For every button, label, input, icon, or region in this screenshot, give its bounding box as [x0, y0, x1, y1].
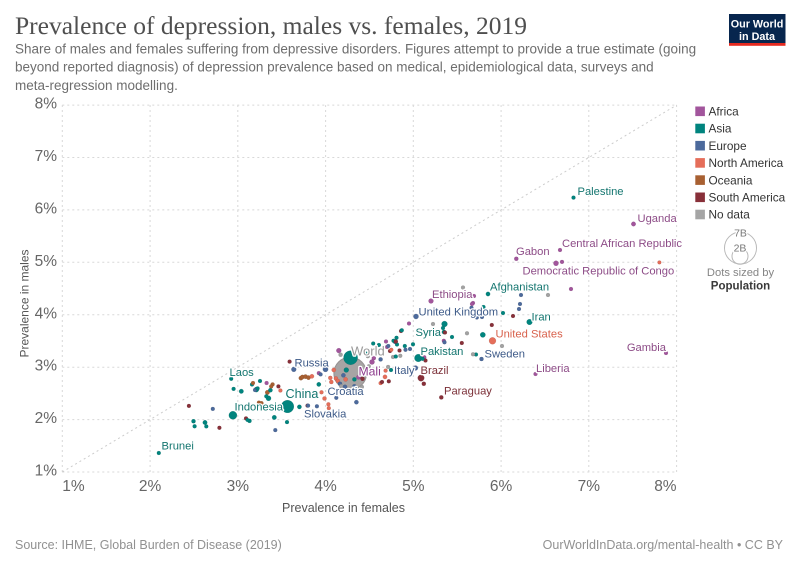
svg-text:Uganda: Uganda	[638, 213, 678, 225]
svg-text:Russia: Russia	[295, 358, 330, 370]
svg-text:Pakistan: Pakistan	[421, 346, 464, 358]
svg-text:Population: Population	[711, 281, 770, 293]
svg-text:Slovakia: Slovakia	[304, 409, 347, 421]
svg-text:China: China	[286, 387, 319, 401]
svg-text:2%: 2%	[139, 478, 162, 495]
svg-text:2%: 2%	[35, 410, 58, 427]
svg-text:Palestine: Palestine	[578, 186, 624, 198]
svg-text:Europe: Europe	[709, 139, 747, 153]
svg-text:United States: United States	[496, 329, 564, 341]
svg-text:Liberia: Liberia	[536, 363, 570, 375]
svg-text:Iran: Iran	[532, 312, 551, 324]
svg-text:Croatia: Croatia	[328, 386, 365, 398]
svg-text:North America: North America	[709, 156, 784, 170]
svg-text:Brazil: Brazil	[421, 365, 449, 377]
svg-text:Prevalence in females: Prevalence in females	[282, 501, 405, 515]
svg-text:2B: 2B	[734, 243, 747, 255]
svg-text:3%: 3%	[227, 478, 250, 495]
svg-text:Central African Republic: Central African Republic	[562, 238, 682, 250]
svg-text:in Data: in Data	[739, 31, 776, 43]
svg-text:6%: 6%	[35, 200, 58, 217]
svg-text:Gambia: Gambia	[627, 342, 667, 354]
svg-text:6%: 6%	[490, 478, 513, 495]
svg-text:beyond reported diagnosis) of: beyond reported diagnosis) of depression…	[15, 60, 654, 75]
svg-text:3%: 3%	[35, 358, 58, 375]
svg-text:Dots sized by: Dots sized by	[707, 267, 775, 279]
svg-text:United Kingdom: United Kingdom	[419, 307, 499, 319]
svg-text:Syria: Syria	[416, 327, 442, 339]
svg-text:Asia: Asia	[709, 122, 732, 136]
svg-text:8%: 8%	[654, 478, 677, 495]
svg-text:OurWorldInData.org/mental-heal: OurWorldInData.org/mental-health • CC BY	[543, 538, 784, 552]
svg-text:4%: 4%	[314, 478, 337, 495]
svg-text:Sweden: Sweden	[485, 349, 525, 361]
svg-text:Africa: Africa	[709, 105, 740, 119]
svg-text:Prevalence in males: Prevalence in males	[18, 249, 32, 357]
svg-text:Afghanistan: Afghanistan	[490, 282, 549, 294]
svg-text:Mali: Mali	[359, 365, 381, 379]
svg-text:7B: 7B	[734, 228, 747, 240]
svg-text:5%: 5%	[402, 478, 425, 495]
svg-text:Share of males and females suf: Share of males and females suffering fro…	[15, 42, 696, 57]
svg-text:meta-regression modelling.: meta-regression modelling.	[15, 78, 178, 93]
svg-text:Indonesia: Indonesia	[235, 402, 284, 414]
svg-text:1%: 1%	[62, 478, 85, 495]
svg-text:Our World: Our World	[731, 18, 784, 30]
svg-text:Gabon: Gabon	[516, 246, 550, 258]
svg-text:1%: 1%	[35, 463, 58, 480]
svg-text:World: World	[351, 344, 385, 359]
svg-text:Prevalence of depression, male: Prevalence of depression, males vs. fema…	[15, 11, 527, 40]
svg-text:Oceania: Oceania	[709, 173, 753, 187]
svg-text:Laos: Laos	[230, 367, 255, 379]
svg-text:8%: 8%	[35, 96, 58, 113]
svg-text:Democratic Republic of Congo: Democratic Republic of Congo	[523, 266, 675, 278]
svg-text:4%: 4%	[35, 305, 58, 322]
svg-text:Paraguay: Paraguay	[444, 386, 492, 398]
svg-text:South America: South America	[709, 191, 786, 205]
svg-text:Italy: Italy	[394, 365, 415, 377]
svg-text:No data: No data	[709, 208, 751, 222]
svg-text:5%: 5%	[35, 253, 58, 270]
svg-text:Ethiopia: Ethiopia	[432, 289, 473, 301]
svg-text:Source: IHME, Global Burden of: Source: IHME, Global Burden of Disease (…	[15, 538, 282, 552]
svg-text:7%: 7%	[35, 148, 58, 165]
svg-text:Brunei: Brunei	[162, 441, 194, 453]
svg-text:7%: 7%	[578, 478, 601, 495]
